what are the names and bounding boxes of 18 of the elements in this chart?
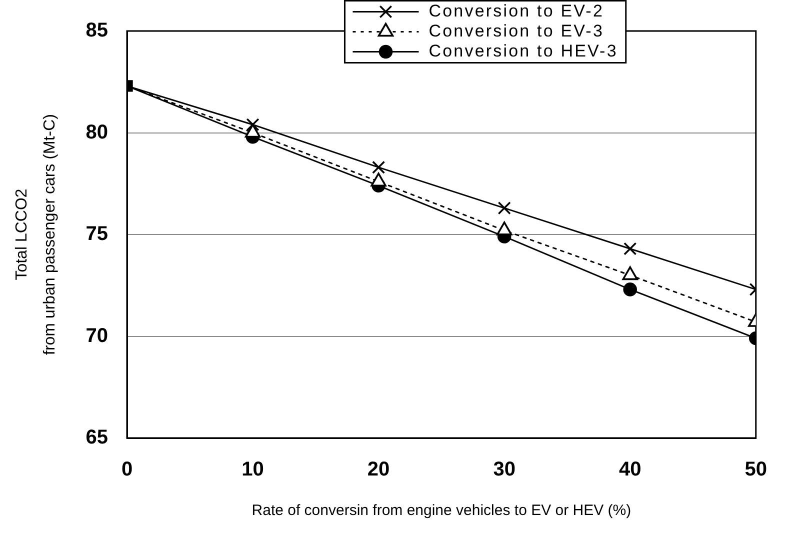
x-tick-label: 10 xyxy=(242,458,264,481)
y-tick-label: 85 xyxy=(86,20,108,42)
x-tick-label: 20 xyxy=(367,458,390,481)
y-tick-label: 75 xyxy=(86,223,108,246)
point xyxy=(372,160,386,174)
point xyxy=(498,201,511,215)
x-tick-label: 0 xyxy=(121,458,133,481)
x-tick-label: 40 xyxy=(618,458,642,481)
x-tick-label: 50 xyxy=(744,458,767,481)
y-axis-title: Total LCCO2 from urban passenger cars (Mt-C) xyxy=(13,114,58,355)
y-tick-label: 80 xyxy=(86,121,108,144)
legend-label: Conversion to EV-3 xyxy=(428,21,604,40)
y-tick-label: 65 xyxy=(86,426,108,449)
x-axis-title: Rate of conversin from engine vehicles to EV or HEV (%) xyxy=(252,502,632,520)
legend-label: Conversion to EV-2 xyxy=(428,1,604,20)
legend-label: Conversion to HEV-3 xyxy=(428,41,618,60)
y-tick-label: 70 xyxy=(86,324,108,347)
x-tick-label: 30 xyxy=(493,458,516,481)
